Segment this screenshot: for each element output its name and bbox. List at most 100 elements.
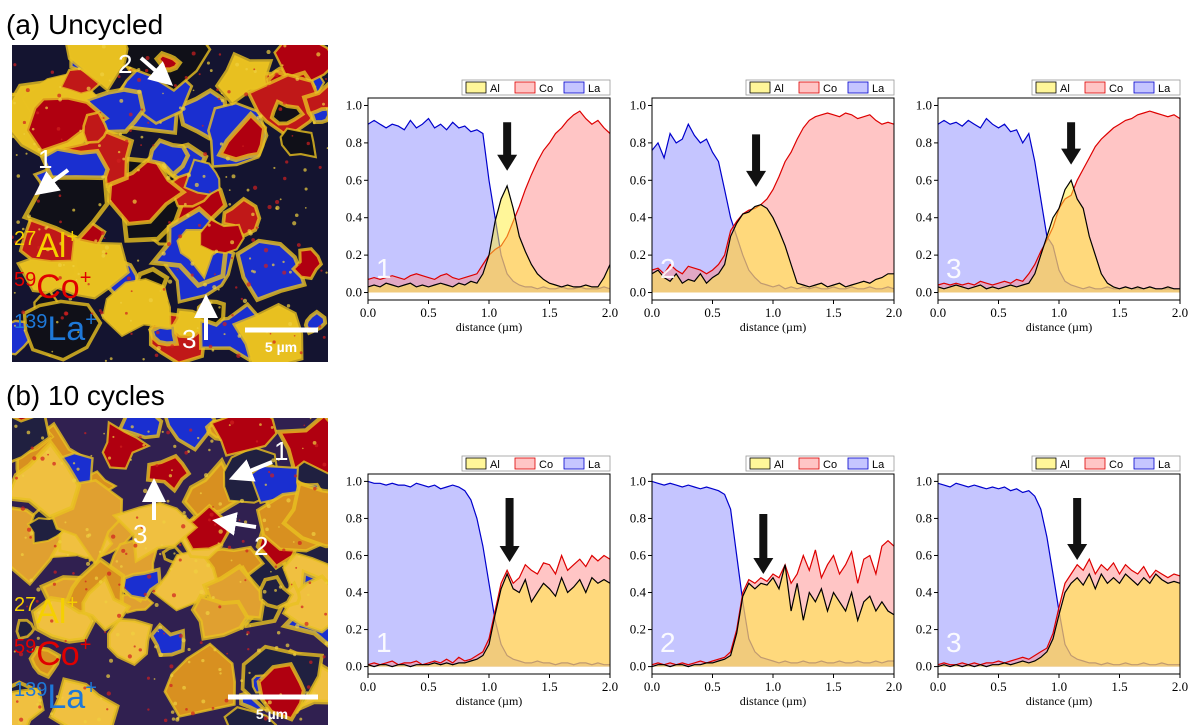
map-speckle bbox=[104, 359, 108, 362]
map-speckle bbox=[201, 124, 204, 127]
map-grain bbox=[183, 158, 221, 196]
map-speckle bbox=[94, 239, 98, 243]
area bbox=[652, 124, 894, 293]
map-speckle bbox=[213, 648, 217, 652]
map-speckle bbox=[207, 223, 211, 227]
area bbox=[938, 111, 1180, 293]
map-speckle bbox=[227, 545, 232, 550]
map-speckle bbox=[318, 165, 322, 169]
map-speckle bbox=[246, 282, 251, 287]
map-speckle bbox=[322, 335, 326, 339]
map-speckle bbox=[295, 566, 298, 569]
legend-label: Al bbox=[774, 459, 784, 471]
y-tick-label: 0.4 bbox=[630, 210, 647, 225]
map-speckle bbox=[105, 252, 108, 255]
map-speckle bbox=[36, 703, 39, 706]
map-grain bbox=[15, 618, 36, 641]
map-speckle bbox=[101, 250, 106, 254]
map-speckle bbox=[212, 505, 214, 508]
y-tick-label: 0.2 bbox=[346, 622, 362, 637]
chart: 3 0.0 0.2 0.4 0.6 0.8 1.0 0.0 0.5 1.0 1.5 2.0 distan… bbox=[916, 79, 1188, 334]
map-speckle bbox=[226, 652, 229, 655]
map-speckle bbox=[307, 593, 310, 597]
x-axis-label: distance (µm) bbox=[1026, 320, 1093, 334]
x-tick-label: 1.5 bbox=[1111, 679, 1127, 694]
map-speckle bbox=[285, 160, 289, 164]
line bbox=[937, 178, 1180, 290]
ion-mass: 139 bbox=[14, 679, 47, 701]
map-speckle bbox=[270, 426, 274, 429]
line bbox=[937, 572, 1181, 668]
annotation-arrow bbox=[497, 122, 518, 171]
map-speckle bbox=[26, 430, 31, 435]
map-speckle bbox=[68, 296, 73, 301]
map-grain bbox=[28, 645, 62, 680]
map-speckle bbox=[248, 671, 251, 675]
map-speckle bbox=[275, 199, 280, 205]
x-axis-label: distance (µm) bbox=[1026, 694, 1093, 708]
annotation-arrow bbox=[1067, 498, 1088, 560]
map-speckle bbox=[57, 263, 62, 267]
map-speckle bbox=[76, 467, 80, 471]
map-speckle bbox=[278, 107, 283, 111]
map-speckle bbox=[85, 588, 88, 591]
map-speckle bbox=[274, 72, 279, 78]
map-speckle bbox=[264, 483, 268, 486]
x-tick-label: 1.5 bbox=[825, 305, 841, 320]
map-speckle bbox=[128, 66, 132, 70]
map-speckle bbox=[256, 115, 261, 120]
map-speckle bbox=[270, 570, 272, 573]
map-speckle bbox=[239, 580, 242, 583]
map-speckle bbox=[281, 64, 284, 67]
map-grain bbox=[164, 418, 217, 452]
map-speckle bbox=[140, 144, 143, 147]
map-speckle bbox=[19, 717, 24, 722]
y-tick-label: 0.6 bbox=[630, 172, 647, 187]
map-speckle bbox=[158, 552, 162, 556]
map-speckle bbox=[98, 309, 102, 313]
map-speckle bbox=[58, 194, 62, 198]
y-tick-label: 0.8 bbox=[630, 135, 646, 150]
map-speckle bbox=[211, 706, 215, 710]
map-speckle bbox=[20, 553, 24, 557]
map-speckle bbox=[119, 445, 123, 448]
map-speckle bbox=[263, 248, 269, 253]
annotation-arrow bbox=[499, 498, 520, 562]
x-tick-label: 1.5 bbox=[1111, 305, 1127, 320]
map-speckle bbox=[84, 580, 87, 583]
map-speckle bbox=[64, 521, 67, 524]
map-speckle bbox=[184, 76, 188, 80]
map-speckle bbox=[12, 235, 14, 239]
legend-swatch bbox=[1035, 457, 1057, 470]
map-speckle bbox=[325, 271, 328, 274]
map-speckle bbox=[25, 152, 28, 155]
map-speckle bbox=[13, 63, 17, 67]
profile-number: 2 bbox=[660, 253, 676, 284]
map-speckle bbox=[58, 540, 62, 544]
map-speckle bbox=[108, 456, 112, 460]
x-tick-label: 1.5 bbox=[541, 305, 557, 320]
ion-label: 59Co+ bbox=[14, 267, 91, 306]
map-speckle bbox=[217, 542, 220, 545]
area bbox=[652, 113, 894, 293]
map-arrow-label: 1 bbox=[38, 144, 52, 174]
map-speckle bbox=[20, 506, 26, 511]
map-grain bbox=[199, 218, 245, 255]
map-grain bbox=[281, 480, 328, 549]
map-speckle bbox=[178, 558, 182, 562]
legend-swatch bbox=[1133, 457, 1155, 470]
map-speckle bbox=[322, 462, 327, 467]
annotation-arrow bbox=[1061, 122, 1082, 165]
x-tick-label: 2.0 bbox=[886, 305, 902, 320]
map-speckle bbox=[154, 603, 159, 607]
map-speckle bbox=[211, 348, 215, 352]
line bbox=[651, 112, 895, 275]
y-tick-label: 0.6 bbox=[346, 547, 363, 562]
map-speckle bbox=[224, 698, 229, 703]
legend-label: La bbox=[588, 83, 601, 95]
map-grain bbox=[146, 137, 191, 178]
map-speckle bbox=[138, 648, 142, 652]
map-speckle bbox=[100, 231, 105, 236]
map-speckle bbox=[72, 264, 75, 268]
x-tick-label: 0.5 bbox=[704, 679, 720, 694]
